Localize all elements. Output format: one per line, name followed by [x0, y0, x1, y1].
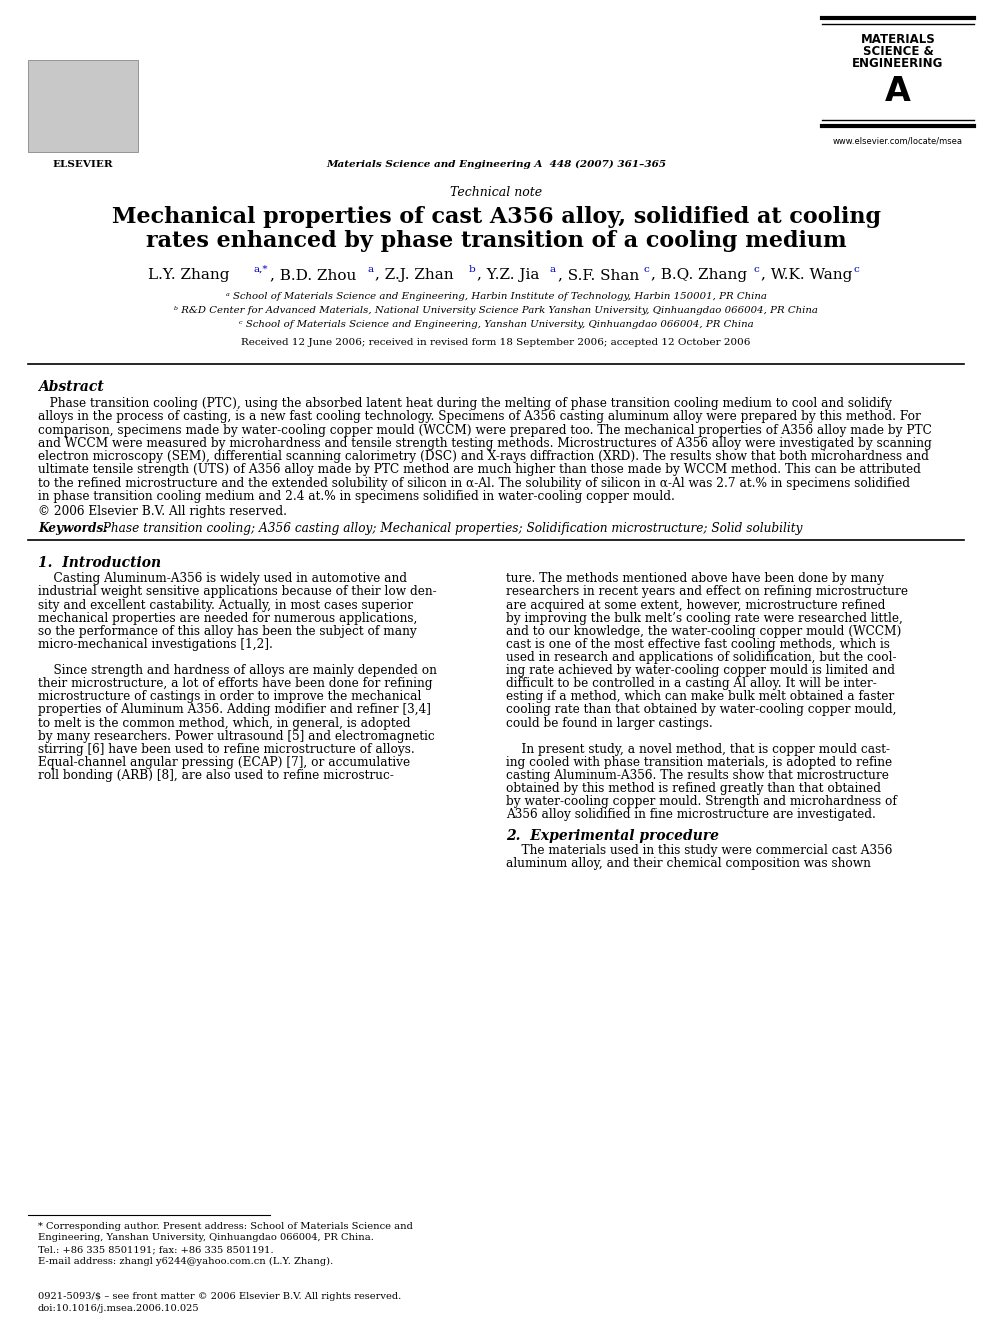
Text: micro-mechanical investigations [1,2].: micro-mechanical investigations [1,2]. — [38, 638, 273, 651]
Text: 1.  Introduction: 1. Introduction — [38, 557, 161, 570]
Text: ENGINEERING: ENGINEERING — [852, 57, 943, 70]
Text: Phase transition cooling (PTC), using the absorbed latent heat during the meltin: Phase transition cooling (PTC), using th… — [38, 397, 892, 410]
Text: c: c — [753, 265, 759, 274]
Text: Received 12 June 2006; received in revised form 18 September 2006; accepted 12 O: Received 12 June 2006; received in revis… — [241, 337, 751, 347]
Text: Equal-channel angular pressing (ECAP) [7], or accumulative: Equal-channel angular pressing (ECAP) [7… — [38, 755, 410, 769]
Text: Abstract: Abstract — [38, 380, 104, 394]
Text: 0921-5093/$ – see front matter © 2006 Elsevier B.V. All rights reserved.: 0921-5093/$ – see front matter © 2006 El… — [38, 1293, 401, 1301]
Text: sity and excellent castability. Actually, in most cases superior: sity and excellent castability. Actually… — [38, 598, 413, 611]
Text: Casting Aluminum-A356 is widely used in automotive and: Casting Aluminum-A356 is widely used in … — [38, 573, 407, 585]
Text: , B.D. Zhou: , B.D. Zhou — [270, 269, 356, 282]
Text: 2.  Experimental procedure: 2. Experimental procedure — [506, 830, 719, 843]
Text: and WCCM were measured by microhardness and tensile strength testing methods. Mi: and WCCM were measured by microhardness … — [38, 437, 931, 450]
Text: ultimate tensile strength (UTS) of A356 alloy made by PTC method are much higher: ultimate tensile strength (UTS) of A356 … — [38, 463, 921, 476]
Text: comparison, specimens made by water-cooling copper mould (WCCM) were prepared to: comparison, specimens made by water-cool… — [38, 423, 931, 437]
Text: electron microscopy (SEM), differential scanning calorimetry (DSC) and X-rays di: electron microscopy (SEM), differential … — [38, 450, 929, 463]
Text: ture. The methods mentioned above have been done by many: ture. The methods mentioned above have b… — [506, 573, 884, 585]
Text: in phase transition cooling medium and 2.4 at.% in specimens solidified in water: in phase transition cooling medium and 2… — [38, 490, 675, 503]
Text: mechanical properties are needed for numerous applications,: mechanical properties are needed for num… — [38, 611, 418, 624]
Text: could be found in larger castings.: could be found in larger castings. — [506, 717, 712, 729]
Text: Phase transition cooling; A356 casting alloy; Mechanical properties; Solidificat: Phase transition cooling; A356 casting a… — [95, 523, 803, 536]
Text: a: a — [367, 265, 373, 274]
Text: and to our knowledge, the water-cooling copper mould (WCCM): and to our knowledge, the water-cooling … — [506, 624, 902, 638]
Text: cooling rate than that obtained by water-cooling copper mould,: cooling rate than that obtained by water… — [506, 704, 897, 716]
Text: researchers in recent years and effect on refining microstructure: researchers in recent years and effect o… — [506, 586, 908, 598]
Text: ᵃ School of Materials Science and Engineering, Harbin Institute of Technology, H: ᵃ School of Materials Science and Engine… — [225, 292, 767, 302]
Text: , Z.J. Zhan: , Z.J. Zhan — [375, 269, 453, 282]
Text: c: c — [854, 265, 860, 274]
Text: A: A — [885, 75, 911, 108]
Text: alloys in the process of casting, is a new fast cooling technology. Specimens of: alloys in the process of casting, is a n… — [38, 410, 921, 423]
Text: a: a — [550, 265, 557, 274]
Text: Tel.: +86 335 8501191; fax: +86 335 8501191.: Tel.: +86 335 8501191; fax: +86 335 8501… — [38, 1245, 274, 1254]
Text: by water-cooling copper mould. Strength and microhardness of: by water-cooling copper mould. Strength … — [506, 795, 897, 808]
Text: their microstructure, a lot of efforts have been done for refining: their microstructure, a lot of efforts h… — [38, 677, 433, 691]
Text: properties of Aluminum A356. Adding modifier and refiner [3,4]: properties of Aluminum A356. Adding modi… — [38, 704, 431, 716]
Text: © 2006 Elsevier B.V. All rights reserved.: © 2006 Elsevier B.V. All rights reserved… — [38, 505, 287, 519]
Text: Technical note: Technical note — [450, 187, 542, 198]
Text: www.elsevier.com/locate/msea: www.elsevier.com/locate/msea — [833, 136, 963, 146]
Text: obtained by this method is refined greatly than that obtained: obtained by this method is refined great… — [506, 782, 881, 795]
Text: ᵇ R&D Center for Advanced Materials, National University Science Park Yanshan Un: ᵇ R&D Center for Advanced Materials, Nat… — [174, 306, 818, 315]
Text: The materials used in this study were commercial cast A356: The materials used in this study were co… — [506, 844, 893, 857]
Text: ᶜ School of Materials Science and Engineering, Yanshan University, Qinhuangdao 0: ᶜ School of Materials Science and Engine… — [239, 320, 753, 329]
Text: , S.F. Shan: , S.F. Shan — [558, 269, 639, 282]
Text: L.Y. Zhang: L.Y. Zhang — [148, 269, 229, 282]
Text: a,*: a,* — [253, 265, 268, 274]
Text: ing cooled with phase transition materials, is adopted to refine: ing cooled with phase transition materia… — [506, 755, 892, 769]
Text: esting if a method, which can make bulk melt obtained a faster: esting if a method, which can make bulk … — [506, 691, 894, 704]
FancyBboxPatch shape — [28, 60, 138, 152]
Text: , B.Q. Zhang: , B.Q. Zhang — [651, 269, 747, 282]
Text: aluminum alloy, and their chemical composition was shown: aluminum alloy, and their chemical compo… — [506, 857, 871, 871]
Text: , Y.Z. Jia: , Y.Z. Jia — [477, 269, 540, 282]
Text: Engineering, Yanshan University, Qinhuangdao 066004, PR China.: Engineering, Yanshan University, Qinhuan… — [38, 1233, 374, 1242]
Text: E-mail address: zhangl y6244@yahoo.com.cn (L.Y. Zhang).: E-mail address: zhangl y6244@yahoo.com.c… — [38, 1257, 333, 1266]
Text: microstructure of castings in order to improve the mechanical: microstructure of castings in order to i… — [38, 691, 422, 704]
Text: difficult to be controlled in a casting Al alloy. It will be inter-: difficult to be controlled in a casting … — [506, 677, 877, 691]
Text: * Corresponding author. Present address: School of Materials Science and: * Corresponding author. Present address:… — [38, 1222, 413, 1230]
Text: Materials Science and Engineering A  448 (2007) 361–365: Materials Science and Engineering A 448 … — [326, 160, 666, 169]
Text: casting Aluminum-A356. The results show that microstructure: casting Aluminum-A356. The results show … — [506, 769, 889, 782]
Text: by many researchers. Power ultrasound [5] and electromagnetic: by many researchers. Power ultrasound [5… — [38, 729, 434, 742]
Text: cast is one of the most effective fast cooling methods, which is: cast is one of the most effective fast c… — [506, 638, 890, 651]
Text: to the refined microstructure and the extended solubility of silicon in α-Al. Th: to the refined microstructure and the ex… — [38, 476, 910, 490]
Text: used in research and applications of solidification, but the cool-: used in research and applications of sol… — [506, 651, 897, 664]
Text: Since strength and hardness of alloys are mainly depended on: Since strength and hardness of alloys ar… — [38, 664, 436, 677]
Text: ing rate achieved by water-cooling copper mould is limited and: ing rate achieved by water-cooling coppe… — [506, 664, 895, 677]
Text: rates enhanced by phase transition of a cooling medium: rates enhanced by phase transition of a … — [146, 230, 846, 251]
Text: doi:10.1016/j.msea.2006.10.025: doi:10.1016/j.msea.2006.10.025 — [38, 1304, 199, 1312]
Text: , W.K. Wang: , W.K. Wang — [761, 269, 852, 282]
Text: by improving the bulk melt’s cooling rate were researched little,: by improving the bulk melt’s cooling rat… — [506, 611, 903, 624]
Text: In present study, a novel method, that is copper mould cast-: In present study, a novel method, that i… — [506, 742, 890, 755]
Text: Keywords:: Keywords: — [38, 523, 108, 536]
Text: industrial weight sensitive applications because of their low den-: industrial weight sensitive applications… — [38, 586, 436, 598]
Text: to melt is the common method, which, in general, is adopted: to melt is the common method, which, in … — [38, 717, 411, 729]
Text: A356 alloy solidified in fine microstructure are investigated.: A356 alloy solidified in fine microstruc… — [506, 808, 876, 822]
Text: so the performance of this alloy has been the subject of many: so the performance of this alloy has bee… — [38, 624, 417, 638]
Text: b: b — [469, 265, 476, 274]
Text: SCIENCE &: SCIENCE & — [863, 45, 933, 58]
Text: are acquired at some extent, however, microstructure refined: are acquired at some extent, however, mi… — [506, 598, 886, 611]
Text: c: c — [643, 265, 649, 274]
Text: Mechanical properties of cast A356 alloy, solidified at cooling: Mechanical properties of cast A356 alloy… — [111, 206, 881, 228]
Text: stirring [6] have been used to refine microstructure of alloys.: stirring [6] have been used to refine mi… — [38, 742, 415, 755]
Text: MATERIALS: MATERIALS — [861, 33, 935, 46]
Text: roll bonding (ARB) [8], are also used to refine microstruc-: roll bonding (ARB) [8], are also used to… — [38, 769, 394, 782]
Text: ELSEVIER: ELSEVIER — [53, 160, 113, 169]
